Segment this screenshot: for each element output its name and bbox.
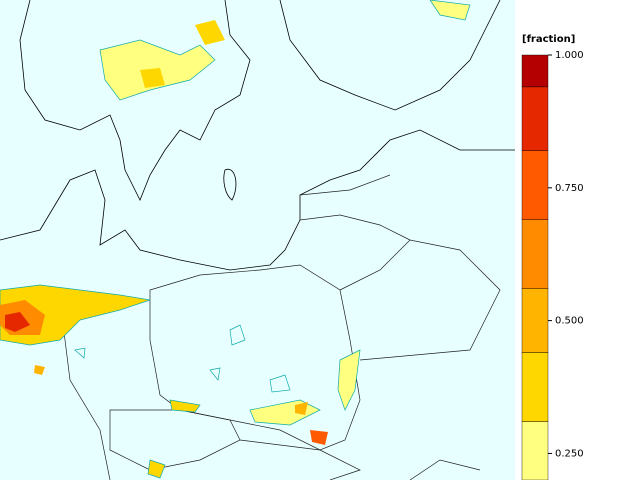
- border: [239, 439, 361, 480]
- contour: [74, 324, 291, 393]
- fraction-field: [0, 0, 471, 479]
- border: [409, 459, 481, 480]
- border: [149, 264, 361, 451]
- colorbar-bin: [521, 421, 549, 480]
- border: [59, 299, 111, 480]
- coastline: [19, 0, 251, 201]
- coastline: [223, 168, 237, 201]
- colorbar-bin: [521, 150, 549, 220]
- map: [0, 0, 515, 480]
- border: [299, 214, 411, 241]
- sea: [0, 0, 515, 480]
- coastline: [0, 129, 515, 271]
- border: [339, 239, 501, 361]
- colorbar-tick-label: 0.750: [555, 183, 584, 194]
- colorbar-bin: [521, 352, 549, 422]
- border: [299, 174, 391, 196]
- colorbar-tick-label: 1.000: [555, 50, 584, 61]
- colorbar-title: [fraction]: [522, 34, 575, 45]
- coastline: [279, 0, 501, 111]
- colorbar-tick-label: 0.500: [555, 316, 584, 327]
- colorbar: 1.000 0.750 0.500 0.250: [521, 50, 584, 480]
- colorbar-bin: [521, 219, 549, 289]
- colorbar-bin: [521, 86, 549, 151]
- colorbar-bin: [521, 54, 549, 88]
- colorbar-tick-label: 0.250: [555, 448, 584, 459]
- colorbar-bin: [521, 288, 549, 353]
